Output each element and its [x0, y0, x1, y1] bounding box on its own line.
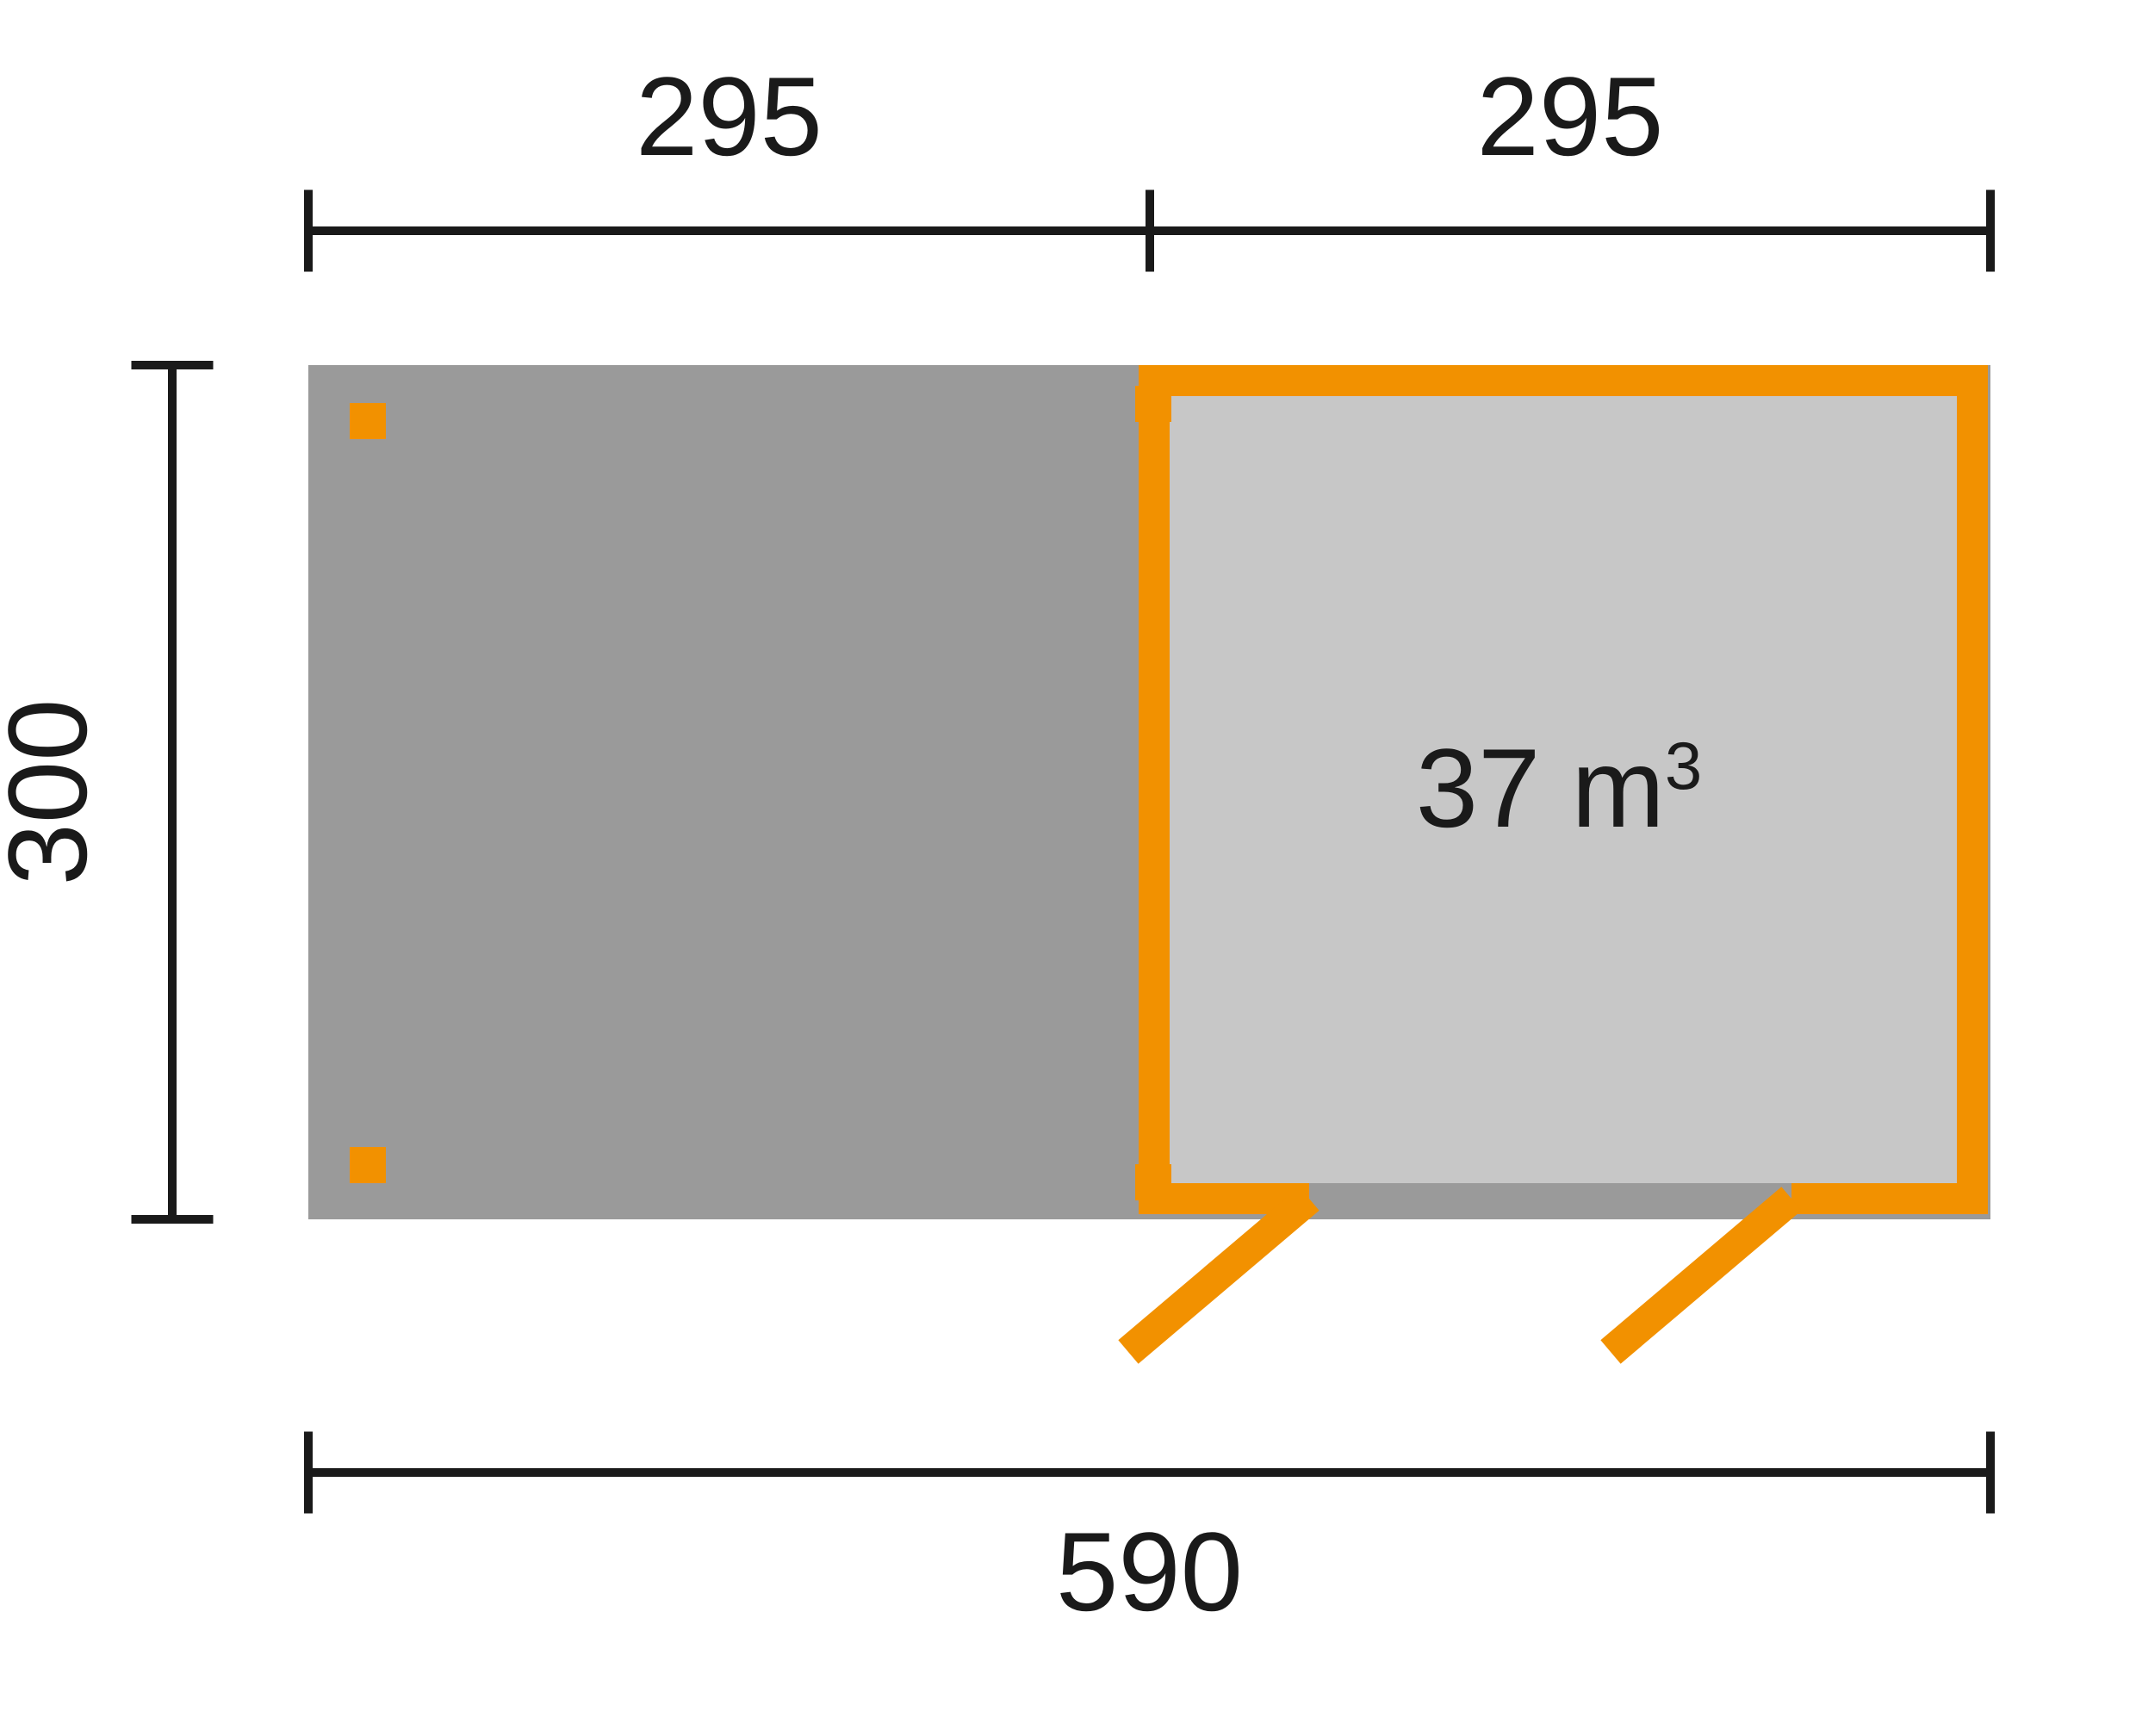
- door-leaf-left: [1128, 1199, 1309, 1352]
- volume-label: 37 m3: [1416, 725, 1702, 851]
- post-1: [1135, 386, 1171, 422]
- dim-left-label: 300: [0, 699, 110, 886]
- dim-bottom-label: 590: [1056, 1509, 1243, 1634]
- post-2: [350, 1147, 386, 1183]
- dim-top-left-label: 295: [636, 53, 823, 179]
- post-3: [1135, 1164, 1171, 1200]
- dim-left: 300: [0, 365, 214, 1219]
- post-0: [350, 403, 386, 439]
- dim-top-right-label: 295: [1477, 53, 1664, 179]
- svg-text:37 m3: 37 m3: [1416, 725, 1702, 851]
- dim-top-left: 295: [308, 53, 1150, 272]
- door-leaf-right: [1611, 1199, 1791, 1352]
- dim-bottom: 590: [308, 1432, 1990, 1635]
- dim-top-right: 295: [1150, 53, 1990, 272]
